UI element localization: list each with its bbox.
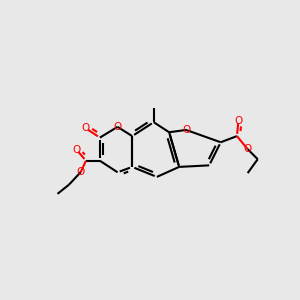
Text: O: O [73, 145, 81, 155]
Text: O: O [234, 116, 243, 126]
Text: O: O [182, 125, 190, 135]
Text: O: O [244, 144, 252, 154]
Text: O: O [82, 123, 90, 134]
Text: O: O [113, 122, 122, 132]
Text: O: O [76, 167, 85, 177]
